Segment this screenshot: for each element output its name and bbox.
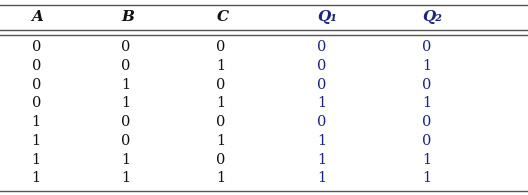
Text: B: B [121, 10, 134, 24]
Text: 1: 1 [121, 96, 130, 110]
Text: 1: 1 [317, 152, 326, 167]
Text: A: A [32, 10, 43, 24]
Text: 1: 1 [121, 152, 130, 167]
Text: 1: 1 [422, 152, 431, 167]
Text: 1: 1 [216, 59, 225, 73]
Text: 0: 0 [121, 40, 131, 54]
Text: 1: 1 [317, 134, 326, 148]
Text: 0: 0 [422, 134, 432, 148]
Text: 0: 0 [422, 115, 432, 129]
Text: 1: 1 [121, 171, 130, 185]
Text: 1: 1 [32, 152, 41, 167]
Text: 0: 0 [216, 40, 226, 54]
Text: Q₁: Q₁ [317, 10, 337, 24]
Text: 1: 1 [216, 96, 225, 110]
Text: 0: 0 [32, 78, 41, 92]
Text: 0: 0 [216, 78, 226, 92]
Text: 1: 1 [422, 171, 431, 185]
Text: 0: 0 [121, 59, 131, 73]
Text: 1: 1 [32, 134, 41, 148]
Text: 1: 1 [216, 171, 225, 185]
Text: 0: 0 [317, 59, 326, 73]
Text: 1: 1 [32, 115, 41, 129]
Text: 1: 1 [32, 171, 41, 185]
Text: 1: 1 [422, 96, 431, 110]
Text: 0: 0 [422, 78, 432, 92]
Text: 0: 0 [317, 115, 326, 129]
Text: 0: 0 [121, 134, 131, 148]
Text: 1: 1 [121, 78, 130, 92]
Text: 0: 0 [317, 40, 326, 54]
Text: 1: 1 [317, 96, 326, 110]
Text: Q₂: Q₂ [422, 10, 442, 24]
Text: 0: 0 [216, 115, 226, 129]
Text: 1: 1 [317, 171, 326, 185]
Text: C: C [216, 10, 229, 24]
Text: 0: 0 [32, 59, 41, 73]
Text: 0: 0 [32, 40, 41, 54]
Text: 1: 1 [422, 59, 431, 73]
Text: 0: 0 [32, 96, 41, 110]
Text: 0: 0 [121, 115, 131, 129]
Text: 0: 0 [317, 78, 326, 92]
Text: 0: 0 [216, 152, 226, 167]
Text: 1: 1 [216, 134, 225, 148]
Text: 0: 0 [422, 40, 432, 54]
